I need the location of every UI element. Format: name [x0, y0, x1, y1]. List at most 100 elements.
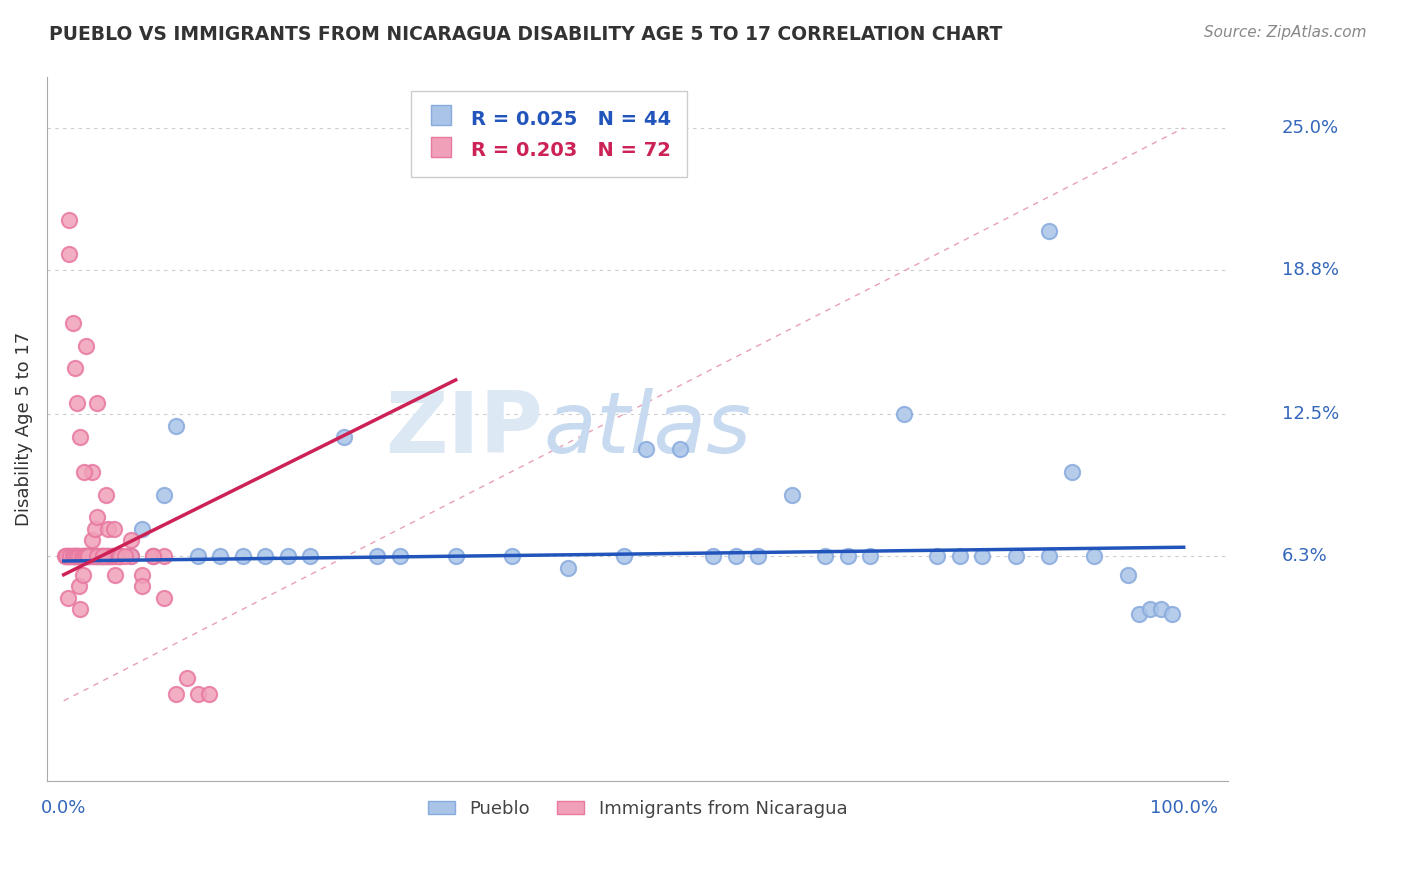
Point	[101, 549, 124, 564]
Point	[67, 549, 90, 564]
Point	[108, 549, 131, 564]
Point	[66, 396, 89, 410]
Point	[97, 549, 120, 564]
Point	[187, 549, 209, 564]
Point	[636, 442, 658, 456]
Point	[91, 549, 114, 564]
Point	[153, 487, 176, 501]
Point	[65, 549, 87, 564]
Point	[299, 549, 322, 564]
Point	[557, 561, 579, 575]
Point	[153, 591, 176, 605]
Point	[70, 549, 93, 564]
Point	[89, 549, 111, 564]
Text: 12.5%: 12.5%	[1282, 405, 1339, 424]
Point	[1116, 567, 1139, 582]
Point	[83, 549, 105, 564]
Point	[1038, 224, 1060, 238]
Point	[949, 549, 972, 564]
Point	[94, 549, 117, 564]
Point	[73, 549, 96, 564]
Point	[91, 549, 114, 564]
Point	[131, 522, 153, 536]
Point	[53, 549, 76, 564]
Point	[80, 533, 103, 548]
Point	[198, 687, 221, 701]
Point	[859, 549, 882, 564]
Point	[73, 465, 96, 479]
Point	[209, 549, 232, 564]
Point	[96, 549, 118, 564]
Point	[103, 549, 125, 564]
Point	[108, 549, 131, 564]
Point	[153, 549, 176, 564]
Point	[59, 549, 82, 564]
Point	[254, 549, 277, 564]
Point	[613, 549, 636, 564]
Point	[77, 549, 100, 564]
Point	[58, 549, 80, 564]
Point	[120, 533, 142, 548]
Point	[1004, 549, 1026, 564]
Point	[86, 549, 108, 564]
Point	[67, 549, 90, 564]
Point	[1150, 602, 1173, 616]
Point	[56, 549, 79, 564]
Point	[62, 316, 84, 330]
Point	[142, 549, 165, 564]
Point	[120, 549, 142, 564]
Point	[62, 549, 84, 564]
Point	[131, 567, 153, 582]
Point	[107, 549, 129, 564]
Point	[103, 522, 125, 536]
Point	[187, 687, 209, 701]
Point	[76, 549, 98, 564]
Point	[388, 549, 411, 564]
Point	[1083, 549, 1105, 564]
Point	[97, 522, 120, 536]
Y-axis label: Disability Age 5 to 17: Disability Age 5 to 17	[15, 332, 32, 526]
Point	[232, 549, 254, 564]
Point	[87, 549, 110, 564]
Text: Source: ZipAtlas.com: Source: ZipAtlas.com	[1204, 25, 1367, 40]
Point	[747, 549, 769, 564]
Point	[96, 487, 118, 501]
Point	[1139, 602, 1161, 616]
Point	[165, 418, 187, 433]
Point	[73, 549, 96, 564]
Point	[86, 549, 108, 564]
Point	[63, 361, 86, 376]
Point	[79, 549, 101, 564]
Point	[60, 549, 83, 564]
Point	[55, 549, 77, 564]
Point	[56, 549, 79, 564]
Point	[970, 549, 993, 564]
Point	[332, 430, 354, 444]
Text: 18.8%: 18.8%	[1282, 261, 1339, 279]
Point	[176, 671, 198, 685]
Text: 0.0%: 0.0%	[41, 799, 86, 817]
Point	[77, 549, 100, 564]
Point	[105, 549, 128, 564]
Point	[501, 549, 523, 564]
Text: 100.0%: 100.0%	[1150, 799, 1218, 817]
Point	[66, 549, 89, 564]
Point	[142, 549, 165, 564]
Point	[107, 549, 129, 564]
Point	[86, 396, 108, 410]
Point	[780, 487, 803, 501]
Point	[131, 579, 153, 593]
Point	[84, 522, 107, 536]
Point	[1128, 607, 1150, 621]
Point	[55, 549, 77, 564]
Point	[75, 549, 97, 564]
Point	[82, 549, 104, 564]
Point	[63, 549, 86, 564]
Text: ZIP: ZIP	[385, 388, 543, 471]
Point	[814, 549, 837, 564]
Point	[80, 465, 103, 479]
Point	[62, 549, 84, 564]
Point	[63, 549, 86, 564]
Point	[75, 338, 97, 352]
Point	[444, 549, 467, 564]
